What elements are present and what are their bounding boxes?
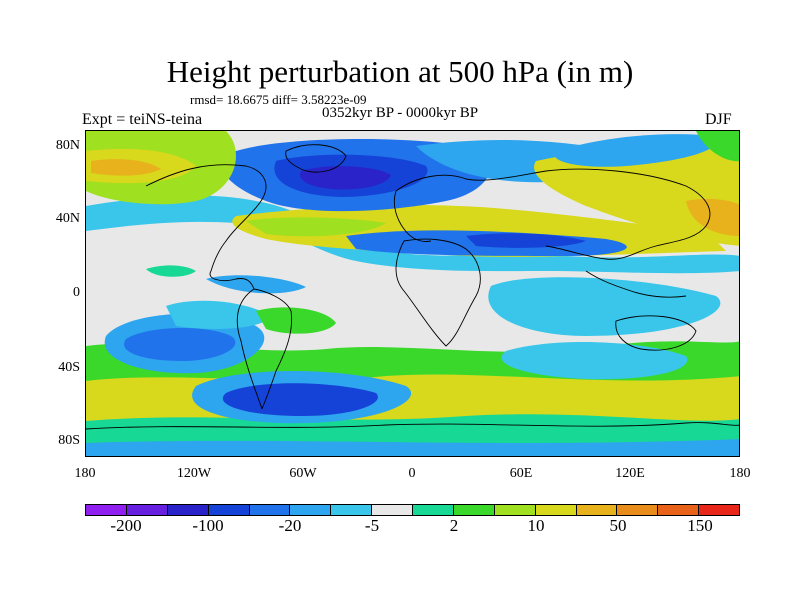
colorbar-label-3: -20 xyxy=(278,516,302,535)
colorbar-swatch-6 xyxy=(290,505,332,515)
lat-tick-40n: 40N xyxy=(55,211,80,226)
south-america-west-coast xyxy=(236,288,263,410)
colorbar-label-4: -5 xyxy=(364,516,380,535)
south-indian-low xyxy=(501,341,688,380)
lon-tick-120e: 120E xyxy=(615,466,645,481)
lat-tick-80s: 80S xyxy=(58,433,80,448)
colorbar-label-2: -100 xyxy=(192,516,224,535)
colorbar-label-6: 10 xyxy=(527,516,545,535)
colorbar-swatch-16 xyxy=(699,505,739,515)
subtropical-negative-inner xyxy=(466,233,586,248)
lat-tick-0: 0 xyxy=(73,285,80,300)
polar-high-patch xyxy=(696,131,739,162)
antarctic-low xyxy=(86,439,739,456)
south-pacific-low-inner xyxy=(124,328,236,361)
lon-tick-120w: 120W xyxy=(176,466,212,481)
south-america-coast xyxy=(253,288,293,410)
colorbar-label-8: 150 xyxy=(687,516,713,535)
map-title: Height perturbation at 500 hPa (in m) xyxy=(166,54,634,89)
colorbar-label-5: 2 xyxy=(449,516,459,535)
colorbar-swatch-15 xyxy=(658,505,700,515)
maritime-continent xyxy=(585,270,687,298)
colorbar-swatch-7 xyxy=(331,505,373,515)
colorbar-swatch-3 xyxy=(167,505,209,515)
colorbar-swatch-4 xyxy=(208,505,250,515)
north-america-coast xyxy=(145,164,267,290)
colorbar-label-1: -200 xyxy=(110,516,142,535)
lat-tick-80n: 80N xyxy=(55,138,80,153)
north-pacific-high-core xyxy=(91,159,161,176)
colorbar-label-7: 50 xyxy=(609,516,627,535)
lon-tick-60w: 60W xyxy=(289,466,317,481)
lat-tick-40s: 40S xyxy=(58,360,80,375)
tropical-high-patch xyxy=(146,265,196,277)
lon-tick-0: 0 xyxy=(408,466,416,481)
coastlines xyxy=(86,144,739,430)
colorbar xyxy=(85,504,740,516)
atlantic-positive-core xyxy=(246,217,386,237)
eurasia-north-coast xyxy=(395,168,711,260)
experiment-label: Expt = teiNS-teina xyxy=(82,111,203,128)
greenland-coast xyxy=(285,144,347,173)
stats-line: rmsd= 18.6675 diff= 3.58223e-09 xyxy=(190,92,367,107)
tropical-pacific-low xyxy=(166,300,271,329)
period-label: 0352kyr BP - 0000kyr BP xyxy=(322,105,479,121)
colorbar-swatch-9 xyxy=(413,505,454,515)
colorbar-swatch-10 xyxy=(453,505,495,515)
indian-ocean-low xyxy=(488,277,721,336)
antarctica-coast xyxy=(86,422,739,430)
africa-coast xyxy=(395,238,481,347)
colorbar-swatch-1 xyxy=(86,505,127,515)
colorbar-swatch-12 xyxy=(535,505,577,515)
lon-tick-180w: 180 xyxy=(74,466,96,481)
colorbar-swatch-11 xyxy=(494,505,536,515)
australia-coast xyxy=(615,315,697,351)
map-panel xyxy=(85,130,740,457)
colorbar-swatch-14 xyxy=(617,505,659,515)
siberian-low xyxy=(554,134,718,167)
europe-west-coast xyxy=(393,190,432,242)
south-america-high xyxy=(256,307,336,334)
lon-tick-60e: 60E xyxy=(509,466,533,481)
colorbar-swatch-13 xyxy=(576,505,618,515)
colorbar-swatch-2 xyxy=(126,505,168,515)
east-asia-high-core xyxy=(686,198,739,236)
anomaly-field xyxy=(86,131,739,456)
colorbar-swatch-5 xyxy=(249,505,291,515)
colorbar-swatch-8 xyxy=(372,505,413,515)
lon-tick-180e: 180 xyxy=(729,466,751,481)
season-label: DJF xyxy=(705,111,732,128)
